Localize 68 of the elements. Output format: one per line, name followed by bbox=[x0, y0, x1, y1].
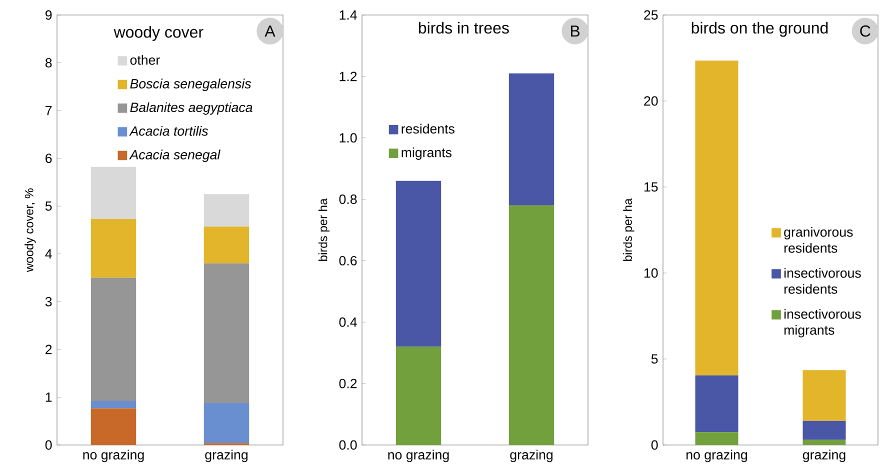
x-tick-label: no grazing bbox=[83, 450, 144, 462]
chart-title: birds in trees bbox=[418, 22, 509, 34]
y-tick-label: 1.0 bbox=[340, 133, 357, 143]
bar bbox=[90, 408, 136, 445]
y-tick-label: 0.0 bbox=[339, 440, 357, 450]
bar bbox=[90, 278, 136, 402]
bar bbox=[802, 370, 846, 421]
y-tick-label: 3 bbox=[45, 296, 52, 306]
annotation: B bbox=[570, 26, 580, 37]
y-tick-label: 25 bbox=[644, 10, 658, 20]
annotation: A bbox=[264, 26, 276, 37]
y-tick-label: 2 bbox=[46, 344, 52, 354]
bar bbox=[204, 194, 250, 227]
legend-label: granivorous residents bbox=[784, 226, 853, 253]
y-tick-label: 20 bbox=[644, 96, 658, 106]
legend-label: insectivorous migrants bbox=[784, 308, 861, 338]
y-axis-title: woody cover, % bbox=[24, 188, 36, 272]
y-tick-label: 0 bbox=[45, 440, 52, 450]
bar bbox=[695, 432, 738, 445]
legend-label: Acacia tortilis bbox=[129, 126, 208, 136]
x-tick-label: no grazing bbox=[686, 450, 748, 462]
bar bbox=[90, 219, 136, 278]
bar bbox=[396, 180, 442, 347]
y-tick-label: 10 bbox=[644, 268, 658, 278]
bar bbox=[508, 73, 554, 206]
bar bbox=[204, 226, 250, 264]
y-tick-label: 5 bbox=[651, 354, 658, 364]
y-tick-label: 1.2 bbox=[340, 72, 357, 82]
bar bbox=[396, 346, 442, 445]
y-axis-title: birds per ha bbox=[623, 198, 634, 261]
bar bbox=[508, 205, 554, 445]
y-tick-label: 5 bbox=[45, 201, 52, 211]
y-tick-label: 6 bbox=[46, 154, 52, 164]
bar bbox=[695, 60, 738, 376]
legend-label: other bbox=[130, 55, 160, 65]
y-tick-label: 0 bbox=[651, 440, 658, 450]
legend-title: woody cover bbox=[114, 26, 204, 41]
y-tick-label: 1.4 bbox=[340, 10, 357, 20]
y-tick-label: 0.4 bbox=[339, 317, 357, 327]
y-tick-label: 0.6 bbox=[339, 256, 357, 266]
bar bbox=[802, 440, 846, 445]
y-tick-label: 4 bbox=[45, 249, 52, 258]
x-tick-label: no grazing bbox=[388, 450, 449, 462]
x-tick-label: grazing bbox=[802, 450, 846, 462]
y-tick-label: 0.8 bbox=[339, 194, 357, 204]
bar bbox=[204, 263, 250, 403]
bar bbox=[695, 375, 738, 432]
y-tick-label: 8 bbox=[45, 58, 52, 68]
y-tick-label: 15 bbox=[644, 182, 658, 192]
x-tick-label: grazing bbox=[205, 450, 248, 462]
x-tick-label: grazing bbox=[510, 450, 553, 462]
legend-label: residents bbox=[402, 124, 454, 134]
y-tick-label: 7 bbox=[46, 106, 52, 116]
bar bbox=[90, 401, 136, 408]
bar bbox=[802, 420, 846, 440]
legend-label: migrants bbox=[402, 147, 452, 160]
legend-label: Boscia senegalensis bbox=[130, 78, 252, 92]
legend-label: insectivorous residents bbox=[784, 268, 861, 294]
y-axis-title: birds per ha bbox=[318, 198, 330, 261]
legend-label: Acacia senegal bbox=[129, 150, 220, 162]
bar bbox=[90, 166, 136, 220]
legend-label: Balanites aegyptiaca bbox=[130, 102, 252, 115]
y-tick-label: 9 bbox=[46, 10, 52, 20]
bar bbox=[204, 402, 250, 444]
annotation: C bbox=[860, 25, 870, 37]
chart-title: birds on the ground bbox=[692, 22, 828, 37]
y-tick-label: 1 bbox=[46, 392, 52, 402]
y-tick-label: 0.2 bbox=[339, 378, 357, 388]
